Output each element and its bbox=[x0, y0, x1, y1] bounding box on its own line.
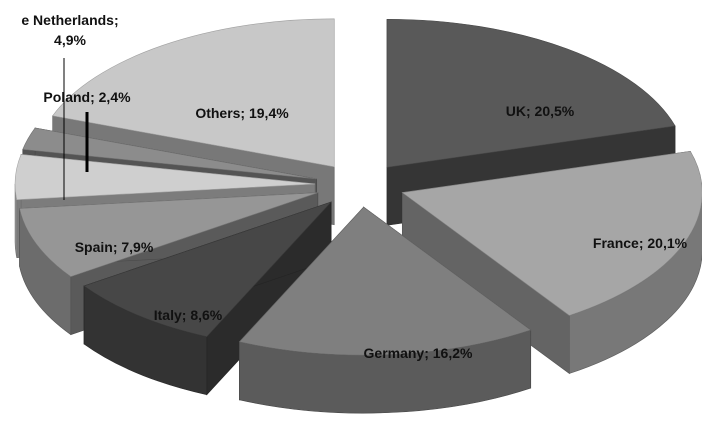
data-label-uk: UK; 20,5% bbox=[506, 103, 575, 119]
pie-slices bbox=[14, 18, 702, 414]
data-label-others: Others; 19,4% bbox=[195, 105, 289, 121]
pie-slice-italy bbox=[83, 201, 332, 396]
data-label-spain: Spain; 7,9% bbox=[75, 239, 154, 255]
data-label-italy: Italy; 8,6% bbox=[154, 307, 223, 323]
pie-slice-top-uk bbox=[386, 18, 676, 168]
data-label-germany: Germany; 16,2% bbox=[364, 345, 473, 361]
data-label-poland: Poland; 2,4% bbox=[43, 89, 131, 105]
data-label-the-netherlands: e Netherlands; bbox=[21, 12, 118, 28]
leader-lines bbox=[63, 58, 89, 200]
data-label-the-netherlands-value: 4,9% bbox=[54, 32, 86, 48]
pie-slice-top-poland bbox=[22, 127, 317, 180]
pie-slice-top-germany bbox=[238, 206, 532, 356]
pie-slice-top-france bbox=[401, 150, 702, 316]
data-label-france: France; 20,1% bbox=[593, 235, 688, 251]
pie-slice-top-the-netherlands bbox=[14, 154, 316, 201]
pie-slice-top-others bbox=[52, 18, 335, 168]
pie-slice-top-spain bbox=[19, 192, 318, 278]
data-labels: UK; 20,5% France; 20,1% Germany; 16,2% Ital… bbox=[21, 12, 687, 361]
pie-slice-germany bbox=[238, 206, 532, 414]
pie-slice-top-italy bbox=[83, 201, 332, 338]
